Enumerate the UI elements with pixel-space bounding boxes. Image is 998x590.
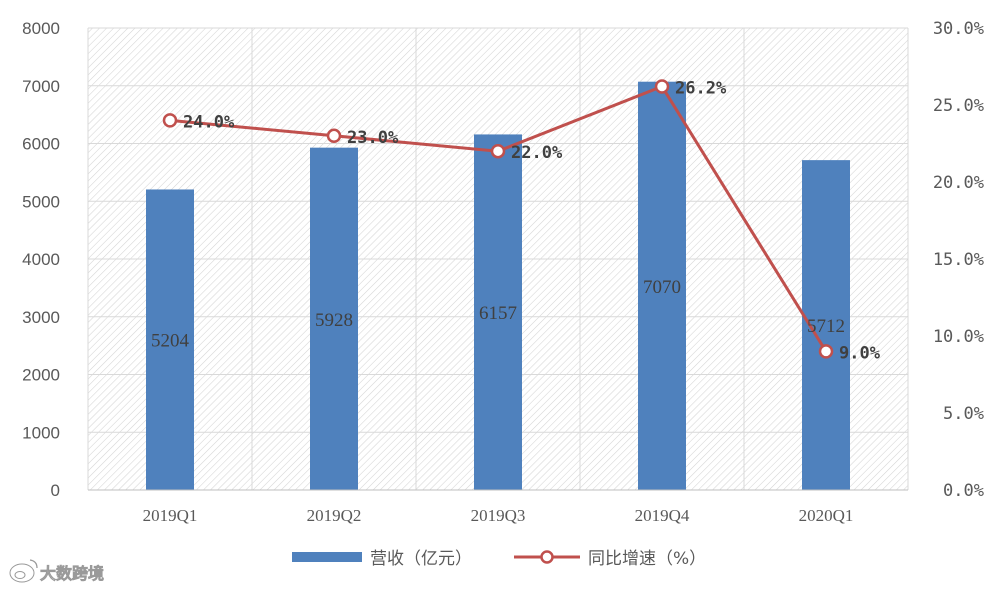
data-labels: 5204 5928 6157 7070 5712 24.0% 23.0% 22.0% 26.2%… [151, 79, 881, 364]
bar-value-label: 6157 [479, 303, 517, 324]
y-right-tick-label: 15.0% [933, 250, 984, 270]
bar-value-label: 5712 [807, 316, 845, 337]
line-point [162, 113, 178, 128]
y-right-tick-label: 20.0% [933, 173, 984, 193]
x-tick-label: 2019Q4 [635, 506, 690, 525]
line-point [326, 128, 342, 144]
legend-line-label: 同比增速（%） [588, 549, 706, 569]
bar [146, 189, 194, 490]
y-left-tick-label: 0 [51, 481, 60, 500]
bar [474, 134, 522, 491]
line-value-label: 23.0% [347, 128, 399, 148]
watermark-text: 大数跨境 [40, 564, 104, 583]
line-value-label: 24.0% [183, 112, 235, 132]
legend-line-marker [540, 550, 554, 564]
y-left-tick-label: 7000 [22, 77, 60, 96]
x-tick-label: 2019Q3 [471, 506, 526, 525]
x-tick-label: 2020Q1 [799, 506, 854, 525]
watermark: 大数跨境 [9, 559, 104, 583]
y-left-tick-label: 4000 [22, 250, 60, 269]
y-right-tick-label: 10.0% [933, 327, 984, 347]
y-right-tick-label: 5.0% [943, 404, 984, 424]
line-value-label: 9.0% [839, 343, 881, 363]
y-right-tick-label: 25.0% [933, 96, 984, 116]
y-left-tick-label: 2000 [22, 366, 60, 385]
line-point [654, 79, 670, 94]
y-left-tick-label: 5000 [22, 192, 60, 211]
bar-value-label: 5204 [151, 331, 190, 352]
y-left-tick-label: 3000 [22, 308, 60, 327]
y-right-tick-label: 0.0% [943, 481, 984, 501]
bar-value-label: 7070 [643, 277, 681, 298]
weibo-logo-icon [9, 559, 38, 583]
axes: 0 1000 2000 3000 4000 5000 6000 7000 8000 0.0% 5.0… [22, 19, 984, 525]
line-point [490, 143, 506, 159]
line-value-label: 26.2% [675, 79, 727, 99]
y-right-tick-label: 30.0% [933, 19, 984, 39]
x-tick-label: 2019Q2 [307, 506, 362, 525]
legend-bar-label: 营收（亿元） [370, 549, 472, 569]
y-left-tick-label: 8000 [22, 19, 60, 38]
y-left-tick-label: 6000 [22, 135, 60, 154]
line-value-label: 22.0% [511, 143, 563, 163]
bar-value-label: 5928 [315, 310, 353, 331]
line-series [162, 79, 834, 359]
legend-bar-swatch [292, 552, 362, 562]
legend: 营收（亿元） 同比增速（%） [292, 549, 706, 569]
bar [638, 81, 686, 491]
line-point [818, 344, 834, 359]
y-left-tick-label: 1000 [22, 423, 60, 442]
bar [310, 147, 358, 490]
x-tick-label: 2019Q1 [143, 506, 198, 525]
